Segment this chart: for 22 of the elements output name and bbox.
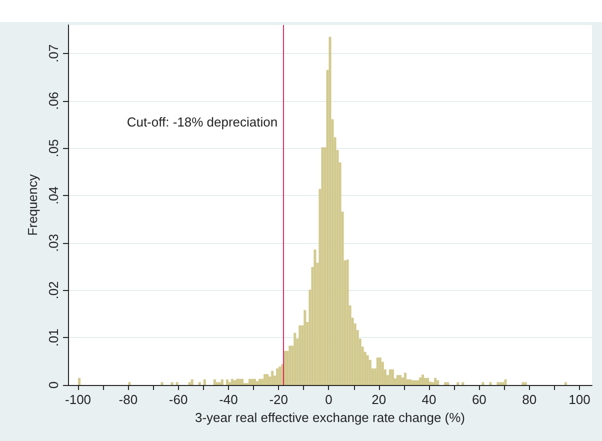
x-tick-label: 60: [472, 392, 486, 407]
y-tick-label: .01: [46, 328, 61, 347]
y-tick-label: .06: [46, 92, 61, 110]
x-axis-title: 3-year real effective exchange rate change (%): [194, 410, 466, 425]
x-tick-label: 100: [568, 392, 590, 407]
y-tick-label: .02: [46, 281, 61, 300]
x-tick-label: -40: [219, 392, 238, 407]
y-tick-label: .05: [46, 139, 61, 158]
ref-line-label: Cut-off: -18% depreciation: [126, 114, 278, 130]
y-tick-label: .04: [46, 186, 61, 205]
x-tick-label: 20: [372, 392, 386, 407]
x-tick-label: 80: [522, 392, 537, 407]
x-tick-label: -60: [168, 392, 188, 407]
y-tick-label: .07: [46, 44, 61, 62]
y-tick-label: 0: [46, 381, 61, 389]
y-tick-label: .03: [46, 234, 61, 252]
x-tick-label: 40: [422, 392, 436, 407]
x-tick-label: 0: [325, 392, 332, 407]
x-tick-label: -20: [269, 392, 288, 407]
x-tick-label: -80: [118, 392, 138, 407]
y-axis-title: Frequency: [25, 174, 40, 236]
x-tick-label: -100: [65, 392, 92, 407]
